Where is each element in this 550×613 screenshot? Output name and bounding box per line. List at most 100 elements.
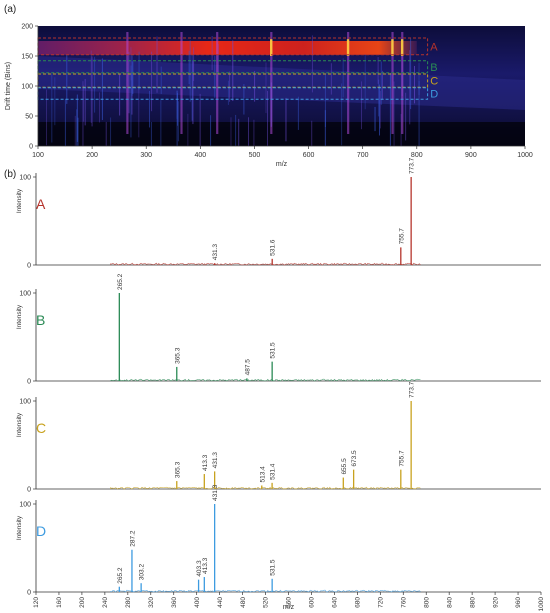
heatmap-streak <box>324 74 326 128</box>
spectrum-y-axis-label: Intensity <box>16 515 23 540</box>
spectrum-y-axis-label: Intensity <box>16 188 23 213</box>
heatmap-streak <box>379 90 381 129</box>
heatmap-streak <box>110 117 112 146</box>
heatmap-streak <box>119 74 121 116</box>
spectrum-peak-label: 265.2 <box>117 273 124 290</box>
spectrum-y-tick-label: 100 <box>19 291 31 298</box>
heatmap-hot-spot <box>391 39 394 56</box>
heatmap-x-tick-label: 400 <box>194 152 206 159</box>
heatmap-y-tick-label: 50 <box>25 114 33 121</box>
heatmap-low-zone <box>38 122 525 146</box>
heatmap-streak <box>149 90 150 128</box>
spectrum-y-tick-label: 100 <box>19 175 31 182</box>
spectrum-x-tick-label: 120 <box>33 597 40 608</box>
heatmap-streak <box>377 57 379 84</box>
heatmap-streak <box>160 66 162 95</box>
spectrum-label: C <box>36 420 46 436</box>
heatmap-streak <box>138 85 140 138</box>
spectrum-x-tick-label: 720 <box>378 597 385 608</box>
spectrum-x-tick-label: 960 <box>515 597 522 608</box>
heatmap-streak <box>77 117 79 146</box>
heatmap-streak <box>400 113 402 146</box>
heatmap-streak <box>51 73 53 143</box>
spectrum-x-tick-label: 640 <box>332 597 339 608</box>
heatmap-streak <box>364 54 366 110</box>
spectrum-label: D <box>36 523 46 539</box>
heatmap-streak <box>229 71 231 102</box>
spectrum-peak-label: 531.4 <box>270 463 277 480</box>
spectrum-x-tick-label: 440 <box>217 597 224 608</box>
spectrum-peak-label: 673.5 <box>351 450 358 467</box>
heatmap-streak <box>130 47 132 81</box>
spectrum-x-tick-label: 400 <box>194 597 201 608</box>
heatmap-region-label: C <box>430 76 438 88</box>
spectrum-x-tick-label: 680 <box>355 597 362 608</box>
heatmap-streak <box>187 113 189 146</box>
heatmap-streak <box>311 35 313 93</box>
spectrum-x-tick-label: 240 <box>102 597 109 608</box>
spectrum-x-tick-label: 840 <box>446 597 453 608</box>
heatmap-streak <box>138 51 140 90</box>
spectrum-peak-label: 487.5 <box>244 359 251 376</box>
heatmap-streak <box>54 77 56 126</box>
heatmap-streak <box>243 84 245 115</box>
heatmap-streak <box>193 47 195 81</box>
heatmap-streak <box>191 54 193 121</box>
heatmap-streak <box>188 50 190 85</box>
heatmap-streak <box>285 97 287 142</box>
spectrum-panel: 0 100 Intensity A 431.3 531.6 755.7 773.7 <box>16 157 541 270</box>
spectrum-y-tick-label: 0 <box>27 487 31 494</box>
heatmap-streak <box>266 90 268 146</box>
spectrum-peak-label: 403.3 <box>196 560 203 577</box>
heatmap-y-tick-label: 0 <box>29 144 33 151</box>
spectrum-x-axis-ticks: 120 160 200 240 280 320 360 400 440 480 520 560 600 6… <box>33 592 545 611</box>
spectrum-baseline-noise <box>110 486 421 490</box>
spectrum-label: B <box>36 312 45 328</box>
spectrum-peak-label: 773.7 <box>409 157 416 174</box>
heatmap-streak <box>101 58 103 121</box>
heatmap-streak <box>382 70 383 100</box>
heatmap-streak <box>199 93 201 146</box>
spectrum-peak-label: 755.7 <box>398 450 405 467</box>
heatmap-x-axis-label: m/z <box>276 161 288 168</box>
heatmap-streak <box>393 81 395 146</box>
spectrum-y-tick-label: 100 <box>19 399 31 406</box>
heatmap-streak <box>389 72 391 146</box>
heatmap-streak <box>238 118 240 146</box>
heatmap-streak <box>405 92 407 141</box>
spectrum-x-tick-label: 360 <box>171 597 178 608</box>
spectrum-y-tick-label: 0 <box>27 590 31 597</box>
spectrum-peak-label: 773.7 <box>409 381 416 398</box>
spectrum-peak-label: 265.2 <box>117 567 124 584</box>
spectrum-peak-label: 531.5 <box>270 559 277 576</box>
spectrum-x-tick-label: 800 <box>423 597 430 608</box>
heatmap-streak <box>342 58 344 98</box>
heatmap-streak <box>131 55 133 96</box>
spectrum-x-tick-label: 480 <box>240 597 247 608</box>
heatmap-streak <box>84 78 86 126</box>
heatmap-streak <box>189 40 191 102</box>
spectrum-peak-label: 431.3 <box>212 452 219 469</box>
spectrum-x-tick-label: 160 <box>56 597 63 608</box>
heatmap-bright-streak <box>180 32 183 134</box>
heatmap-streak <box>324 110 326 146</box>
heatmap-streak <box>82 81 84 146</box>
heatmap-streak <box>414 65 415 104</box>
heatmap-region-label: D <box>430 89 438 101</box>
spectrum-peak-label: 365.3 <box>174 461 181 478</box>
heatmap-y-tick-label: 150 <box>21 54 33 61</box>
spectrum-x-tick-label: 280 <box>125 597 132 608</box>
heatmap-streak <box>214 55 216 98</box>
heatmap-streak <box>160 100 162 146</box>
heatmap-x-tick-label: 700 <box>357 152 369 159</box>
heatmap-y-axis-label: Drift time (Bins) <box>5 62 12 110</box>
heatmap-streak <box>210 115 212 146</box>
heatmap-streak <box>227 80 229 105</box>
heatmap-streak <box>90 50 92 124</box>
spectrum-x-tick-label: 520 <box>263 597 270 608</box>
heatmap-bright-streak <box>126 32 129 134</box>
spectrum-peak-label: 303.2 <box>139 564 146 581</box>
spectrum-peak-label: 755.7 <box>398 228 405 245</box>
heatmap-bright-streak <box>391 32 394 134</box>
